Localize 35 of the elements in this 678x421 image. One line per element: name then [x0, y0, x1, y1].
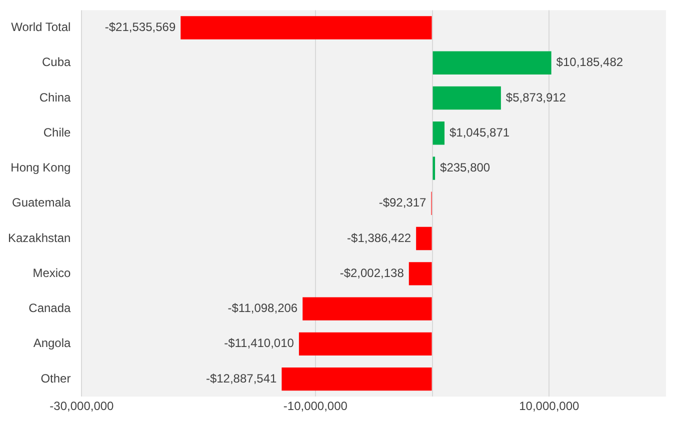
data-label: -$11,410,010 — [224, 336, 294, 350]
bar — [408, 262, 432, 286]
bar — [432, 86, 501, 110]
data-label: -$21,535,569 — [104, 20, 176, 34]
y-tick-label: Other — [40, 371, 71, 386]
bar — [432, 122, 445, 145]
y-tick-label: Angola — [33, 336, 72, 350]
bar — [282, 367, 432, 391]
data-label: -$11,098,206 — [228, 301, 298, 316]
y-tick-label: Chile — [43, 125, 72, 140]
y-tick-label: Hong Kong — [10, 160, 71, 175]
bar — [298, 332, 432, 356]
x-tick-label: 10,000,000 — [519, 399, 580, 414]
y-tick-label: China — [39, 90, 72, 104]
data-label: -$2,002,138 — [340, 266, 404, 280]
y-tick-label: Guatemala — [12, 196, 72, 210]
y-tick-label: Cuba — [42, 55, 72, 70]
bar — [302, 297, 432, 320]
y-tick-label: Mexico — [32, 266, 72, 280]
bar — [180, 16, 432, 40]
data-label: -$12,887,541 — [206, 371, 277, 386]
bar — [416, 226, 432, 250]
data-label: $10,185,482 — [556, 55, 624, 70]
data-label: -$1,386,422 — [347, 230, 412, 245]
x-tick-label: -10,000,000 — [283, 399, 348, 414]
y-tick-label: Kazakhstan — [8, 230, 71, 245]
data-label: $5,873,912 — [506, 90, 566, 104]
x-tick-label: -30,000,000 — [50, 399, 114, 414]
y-tick-label: Canada — [28, 301, 72, 316]
y-tick-label: World Total — [11, 20, 71, 34]
data-label: -$92,317 — [378, 196, 427, 210]
data-label: $1,045,871 — [450, 125, 510, 140]
bar — [432, 51, 552, 74]
data-label: $235,800 — [440, 160, 490, 175]
bar — [432, 156, 436, 180]
